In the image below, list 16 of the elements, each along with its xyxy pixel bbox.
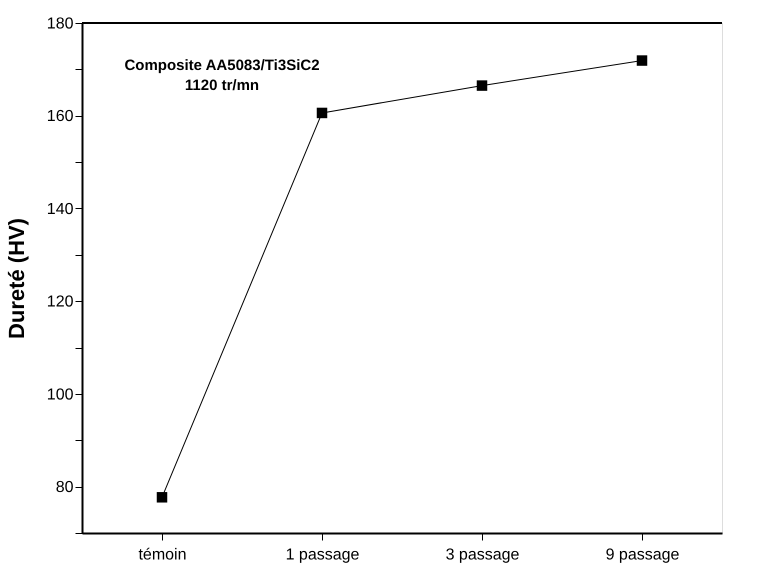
x-tick-label: témoin xyxy=(138,546,187,564)
y-tick-label: 120 xyxy=(46,294,74,311)
y-tick-label: 100 xyxy=(46,386,74,404)
point xyxy=(316,108,328,118)
x-tick-label: 3 passage xyxy=(446,546,520,564)
y-tick-label: 80 xyxy=(56,479,74,496)
x-tick-label: 1 passage xyxy=(286,546,360,564)
y-tick-label: 160 xyxy=(46,108,74,126)
point xyxy=(636,55,648,66)
annotation: Composite AA5083/Ti3SiC2 1120 tr/mn xyxy=(124,57,320,94)
point xyxy=(156,492,168,503)
x-tick-label: 9 passage xyxy=(606,546,680,564)
point xyxy=(476,80,488,91)
y-tick-label: 140 xyxy=(46,200,74,218)
y-axis-title: Dureté (HV) xyxy=(4,218,29,340)
y-tick-label: 180 xyxy=(46,16,74,32)
